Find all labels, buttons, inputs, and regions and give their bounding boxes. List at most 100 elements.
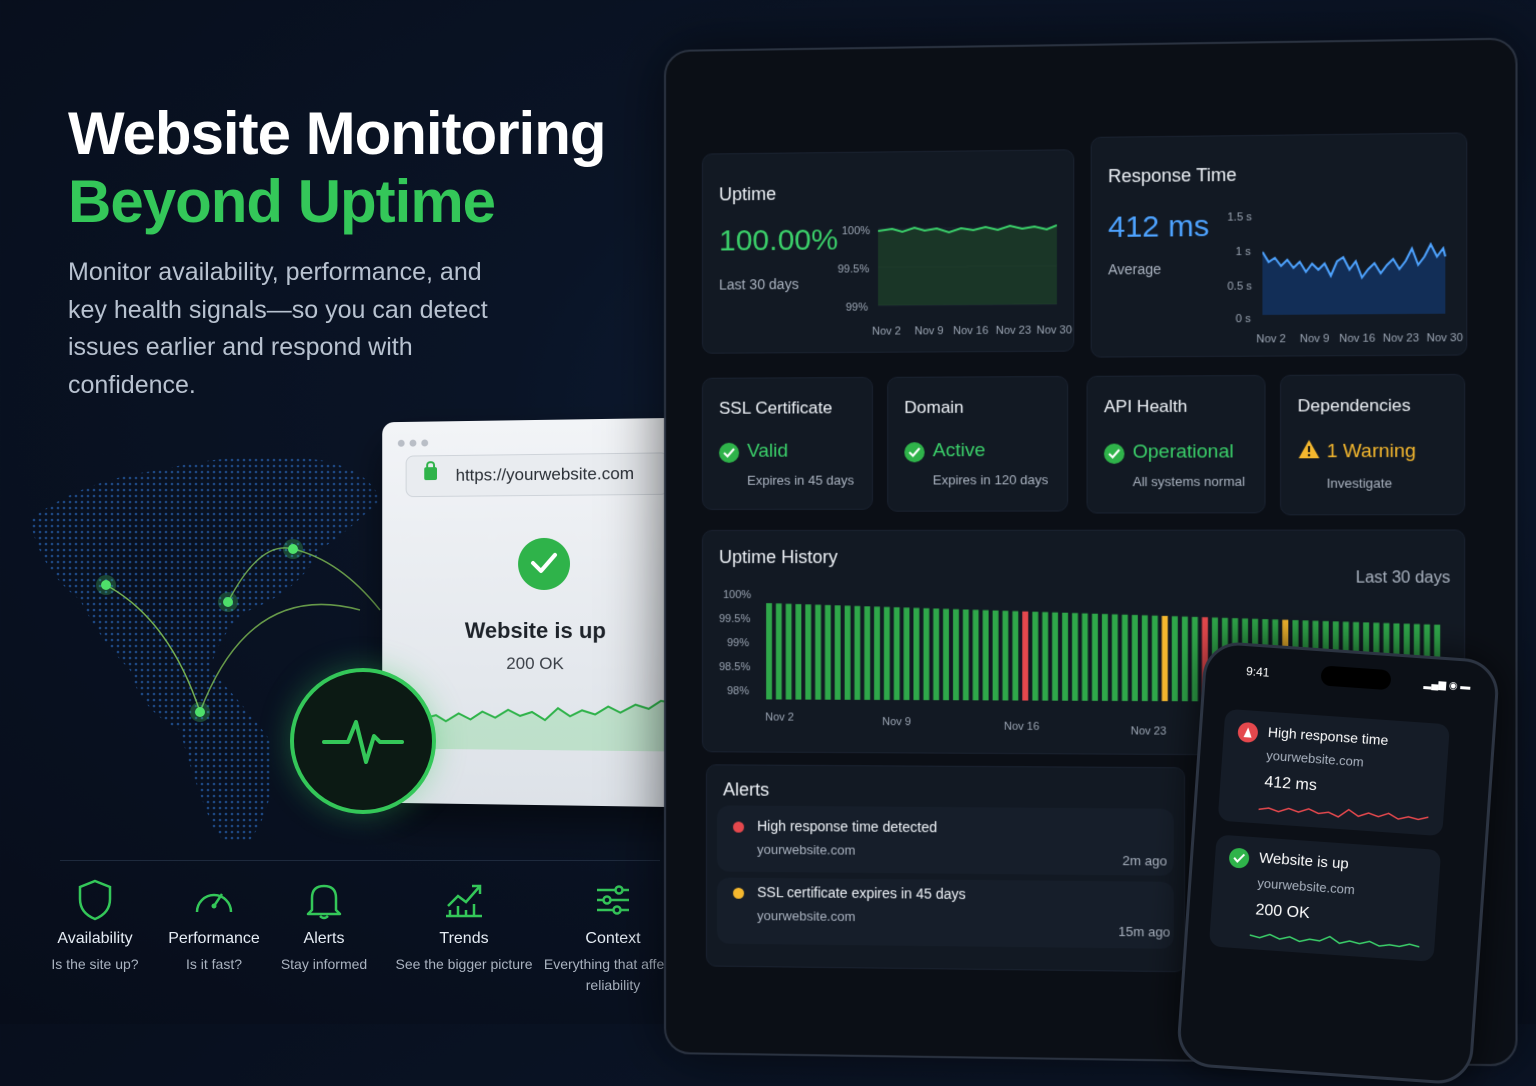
api-status: Operational xyxy=(1133,441,1234,464)
history-bar xyxy=(1132,615,1138,701)
alert-icon xyxy=(1237,722,1258,743)
api-health-card[interactable]: API Health Operational All systems norma… xyxy=(1087,375,1266,514)
history-bar xyxy=(1042,612,1048,701)
ssl-status: Valid xyxy=(747,441,788,463)
api-title: API Health xyxy=(1104,397,1187,418)
y-tick: 100% xyxy=(723,589,751,601)
shield-icon xyxy=(77,879,113,921)
history-bar xyxy=(766,603,772,699)
deps-status: 1 Warning xyxy=(1327,441,1416,464)
x-tick: Nov 30 xyxy=(1036,324,1072,336)
domain-detail: Expires in 120 days xyxy=(933,472,1048,487)
check-icon xyxy=(1228,847,1249,868)
alert-time: 2m ago xyxy=(1122,853,1167,869)
response-label: Average xyxy=(1108,261,1161,278)
phone-response-sparkline xyxy=(1258,799,1429,827)
domain-card[interactable]: Domain Active Expires in 120 days xyxy=(887,376,1068,512)
bell-icon xyxy=(306,880,342,920)
history-bar xyxy=(993,610,999,700)
domain-title: Domain xyxy=(904,398,963,418)
x-tick: Nov 16 xyxy=(1339,333,1375,345)
history-bar xyxy=(1012,611,1018,700)
hero-title-line1: Website Monitoring xyxy=(68,100,606,168)
phone-alert-card[interactable]: High response time yourwebsite.com 412 m… xyxy=(1218,709,1450,836)
ssl-card[interactable]: SSL Certificate Valid Expires in 45 days xyxy=(702,377,873,510)
phone-alert-value: 412 ms xyxy=(1264,774,1318,796)
feature-title: Trends xyxy=(389,930,539,948)
phone-status-code: 200 OK xyxy=(1255,901,1310,923)
history-bar xyxy=(973,610,979,701)
uptime-card[interactable]: Uptime 100.00% Last 30 days 100% 99.5% 9… xyxy=(702,149,1074,354)
alert-site: yourwebsite.com xyxy=(757,842,855,858)
uptime-period: Last 30 days xyxy=(719,276,799,293)
deps-title: Dependencies xyxy=(1298,396,1411,417)
ssl-title: SSL Certificate xyxy=(719,398,832,419)
history-bar xyxy=(1192,617,1198,701)
y-tick: 99.5% xyxy=(719,613,750,625)
y-tick: 0.5 s xyxy=(1227,280,1252,292)
response-sparkline xyxy=(421,689,691,751)
history-bar xyxy=(1032,612,1038,701)
response-line-chart xyxy=(1262,215,1447,319)
history-bar xyxy=(805,604,811,699)
history-period: Last 30 days xyxy=(1356,569,1451,587)
uptime-value: 100.00% xyxy=(719,223,838,258)
hero-title-line2: Beyond Uptime xyxy=(68,168,495,236)
feature-divider xyxy=(60,860,660,861)
y-tick: 98.5% xyxy=(719,661,750,673)
history-bar xyxy=(1092,614,1098,701)
deps-detail: Investigate xyxy=(1327,475,1392,490)
phone-alert-site: yourwebsite.com xyxy=(1266,748,1364,770)
url-bar[interactable]: https://yourwebsite.com xyxy=(406,452,669,497)
history-bar xyxy=(796,604,802,699)
check-icon xyxy=(904,442,924,462)
feature-desc: See the bigger picture xyxy=(389,954,539,975)
history-bar xyxy=(815,605,821,700)
site-status-title: Website is up xyxy=(382,618,691,644)
phone-status-site: yourwebsite.com xyxy=(1257,875,1355,897)
dependencies-card[interactable]: Dependencies 1 Warning Investigate xyxy=(1280,374,1465,515)
hero-subtitle: Monitor availability, performance, and k… xyxy=(68,254,488,404)
heartbeat-badge xyxy=(290,668,436,814)
heartbeat-icon xyxy=(322,710,404,770)
x-tick: Nov 9 xyxy=(882,716,911,728)
history-bar xyxy=(913,608,919,700)
domain-status: Active xyxy=(933,440,986,462)
history-bar xyxy=(904,608,910,700)
window-controls xyxy=(398,433,433,451)
y-tick: 1.5 s xyxy=(1227,211,1252,223)
y-tick: 99% xyxy=(846,302,868,314)
response-time-card[interactable]: Response Time 412 ms Average 1.5 s 1 s 0… xyxy=(1091,132,1468,357)
response-value: 412 ms xyxy=(1108,210,1209,245)
history-bar xyxy=(1022,611,1028,700)
y-tick: 0 s xyxy=(1236,313,1251,325)
alerts-title: Alerts xyxy=(723,779,769,800)
x-tick: Nov 2 xyxy=(765,711,794,723)
history-bar xyxy=(1102,614,1108,701)
mobile-phone: 9:41 ▂▄▆ ◉ ▬ High response time yourwebs… xyxy=(1176,640,1501,1086)
lock-icon xyxy=(424,467,437,480)
history-bar xyxy=(983,610,989,700)
feature-alerts: Alerts Stay informed xyxy=(249,878,399,975)
x-tick: Nov 2 xyxy=(1256,333,1286,345)
feature-trends: Trends See the bigger picture xyxy=(389,878,539,975)
speedometer-icon xyxy=(193,882,235,918)
alert-time: 15m ago xyxy=(1118,924,1170,940)
feature-title: Alerts xyxy=(249,930,399,948)
alerts-card[interactable]: Alerts High response time detected yourw… xyxy=(706,764,1185,972)
y-tick: 1 s xyxy=(1236,246,1251,258)
ssl-detail: Expires in 45 days xyxy=(747,473,854,488)
y-tick: 98% xyxy=(727,685,749,697)
history-bar xyxy=(1122,615,1128,701)
alert-site: yourwebsite.com xyxy=(757,908,855,924)
alert-item[interactable]: High response time detected yourwebsite.… xyxy=(717,805,1174,875)
history-bar xyxy=(1052,612,1058,700)
phone-status-card[interactable]: Website is up yourwebsite.com 200 OK xyxy=(1209,834,1441,961)
check-circle-icon xyxy=(518,538,570,590)
warning-icon xyxy=(1298,439,1321,459)
history-title: Uptime History xyxy=(719,547,838,568)
history-bar xyxy=(923,608,929,700)
x-tick: Nov 9 xyxy=(1300,333,1330,345)
phone-notch xyxy=(1320,665,1391,690)
alert-item[interactable]: SSL certificate expires in 45 days yourw… xyxy=(717,878,1174,949)
